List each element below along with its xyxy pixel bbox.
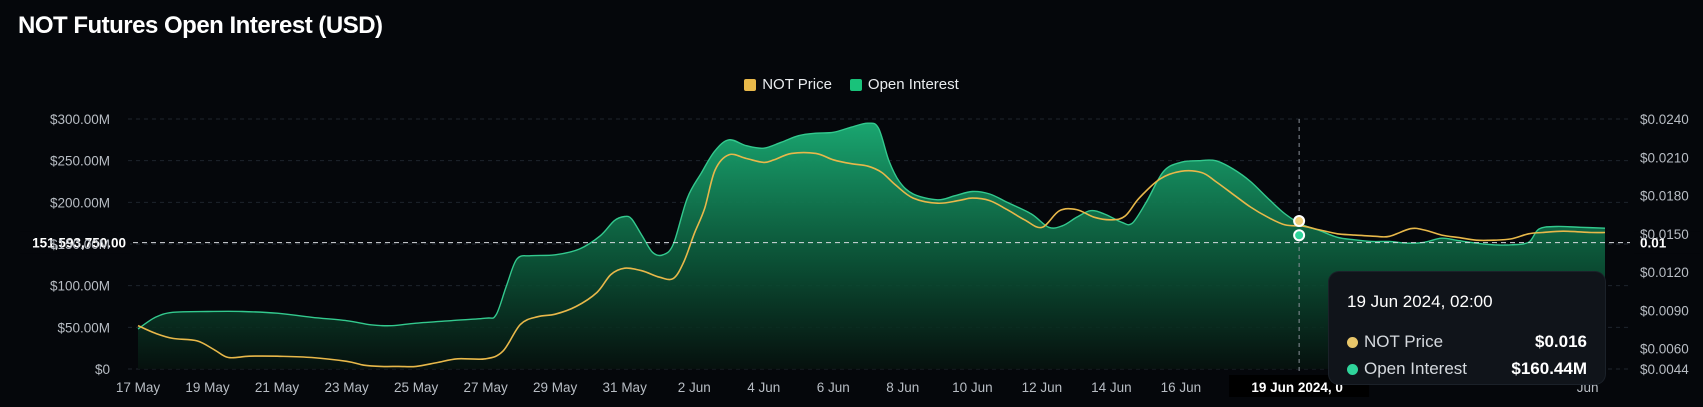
legend: NOT Price Open Interest [0,76,1703,93]
y-left-tick-label: $0 [95,362,110,377]
tooltip-value-price: $0.016 [1535,332,1587,351]
y-right-tick-label: $0.0150 [1640,227,1689,242]
hover-dot-price [1293,215,1306,228]
tooltip-value-open-interest: $160.44M [1511,359,1587,378]
open-interest-area [138,123,1605,369]
y-right-tick-label: $0.0180 [1640,189,1689,204]
x-tick-label: 2 Jun [678,380,711,395]
x-tick-label: 14 Jun [1091,380,1132,395]
legend-item-open-interest[interactable]: Open Interest [849,76,959,93]
x-tick-label: 16 Jun [1161,380,1202,395]
price-line [137,151,1606,368]
y-right-tick-label: $0.0120 [1640,265,1689,280]
y-left-tick-label: $50.00M [57,320,110,335]
x-tick-label: 8 Jun [886,380,919,395]
crosshair: 151,593,750.00 0.01 [20,119,1700,373]
x-tick-label: 31 May [603,380,648,395]
tooltip-row-price: NOT Price $0.016 [1347,332,1587,352]
crosshair-left-label-bg [20,231,130,254]
crosshair-left-label: 151,593,750.00 [32,236,126,251]
x-tick-label: 25 May [394,380,439,395]
y-right-tick-label: $0.0240 [1640,112,1689,127]
x-tick-label: 10 Jun [952,380,993,395]
y-right-tick-label: $0.0060 [1640,342,1689,357]
chart-title: NOT Futures Open Interest (USD) [18,12,383,39]
tooltip-row-open-interest: Open Interest $160.44M [1347,359,1587,379]
crosshair-right-label: 0.01 [1640,236,1667,251]
tooltip-dot-price [1347,336,1358,348]
x-tick-label: 12 Jun [1022,380,1063,395]
x-tick-label: 6 Jun [817,380,850,395]
legend-label-open-interest: Open Interest [867,76,959,93]
plot-area [137,122,1606,369]
x-tick-label: 23 May [324,380,369,395]
y-left-tick-label: $150.00M [50,237,110,252]
crosshair-right-label-bg [1634,231,1700,254]
x-tick-label: 21 May [255,380,300,395]
y-left-tick-label: $300.00M [50,112,110,127]
open-interest-line [137,122,1606,330]
y-right-tick-label: $0.0210 [1640,150,1689,165]
x-tick-label: 17 May [116,380,161,395]
tooltip-label-open-interest: Open Interest [1364,359,1468,378]
x-tick-label: 27 May [464,380,509,395]
y-axis-right: $0.0044 $0.0060 $0.0090 $0.0120 $0.0150 $0.01… [1640,112,1689,377]
legend-label-price: NOT Price [762,76,832,93]
x-tick-label: 29 May [533,380,578,395]
x-axis: 17 May 19 May 21 May 23 May 25 May 27 May 29 M… [116,375,1599,397]
y-right-tick-label: $0.0044 [1640,362,1689,377]
x-tick-label: 4 Jun [747,380,780,395]
legend-swatch-price [744,78,757,91]
legend-swatch-open-interest [849,78,862,91]
tooltip: 19 Jun 2024, 02:00 NOT Price $0.016 Open… [1329,272,1605,384]
y-right-tick-label: $0.0090 [1640,303,1689,318]
tooltip-dot-open-interest [1347,363,1358,375]
y-left-tick-label: $250.00M [50,154,110,169]
tooltip-label-price: NOT Price [1364,332,1444,351]
x-tick-label-hover: 19 Jun 2024, 0 [1251,380,1343,395]
x-tick-label: 19 May [185,380,230,395]
y-left-tick-label: $100.00M [50,279,110,294]
hover-dot-open-interest [1293,229,1306,242]
legend-item-price[interactable]: NOT Price [744,76,832,93]
tooltip-date: 19 Jun 2024, 02:00 [1347,292,1493,311]
y-left-tick-label: $200.00M [50,195,110,210]
y-axis-left: $0 $50.00M $100.00M $150.00M $200.00M $250.00… [50,112,110,377]
